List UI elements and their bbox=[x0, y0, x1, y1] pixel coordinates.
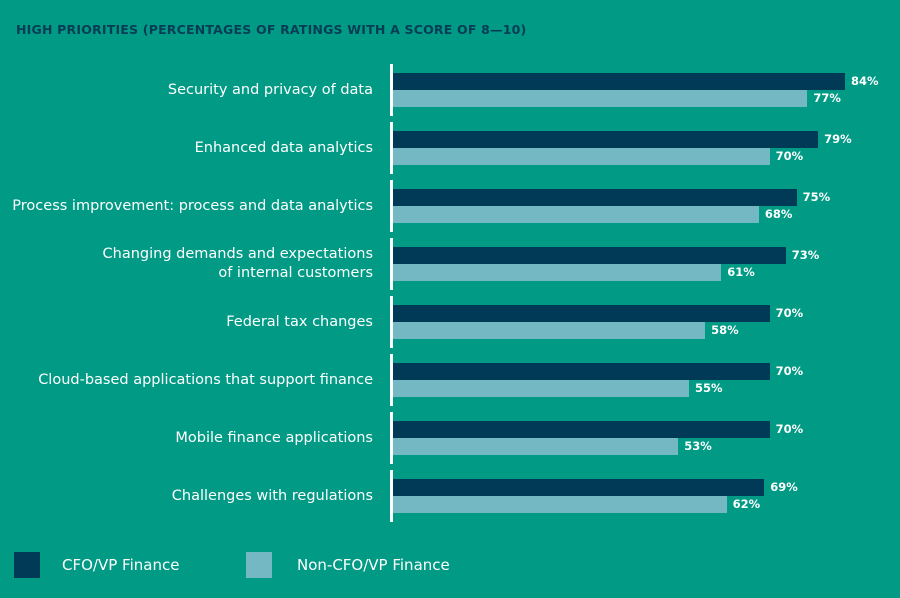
category-label: Security and privacy of data bbox=[167, 81, 373, 98]
data-label: 79% bbox=[824, 132, 852, 146]
data-label: 84% bbox=[851, 74, 879, 88]
category-label: Changing demands and expectations of inte… bbox=[102, 246, 373, 281]
axis-segment bbox=[390, 354, 393, 406]
data-label: 62% bbox=[732, 497, 761, 511]
category-label: Cloud-based applications that support fi… bbox=[38, 371, 373, 388]
axis-segment bbox=[390, 64, 393, 116]
bar-cfo bbox=[393, 73, 845, 90]
bar-cfo bbox=[393, 363, 770, 380]
category-label: Challenges with regulations bbox=[171, 487, 373, 504]
data-label: 77% bbox=[813, 91, 841, 105]
data-label: 70% bbox=[775, 149, 804, 163]
data-label: 68% bbox=[764, 207, 793, 221]
category-label: Process improvement: process and data an… bbox=[12, 197, 373, 214]
bar-cfo bbox=[393, 305, 770, 322]
axis-segment bbox=[390, 470, 393, 522]
bar-cfo bbox=[393, 479, 765, 496]
axis-segment bbox=[390, 180, 393, 232]
bar-non-cfo bbox=[393, 322, 706, 339]
data-label: 75% bbox=[802, 190, 831, 204]
legend-label: CFO/VP Finance bbox=[62, 556, 180, 574]
bar-cfo bbox=[393, 189, 797, 206]
axis-segment bbox=[390, 296, 393, 348]
bar-non-cfo bbox=[393, 148, 770, 165]
axis-segment bbox=[390, 122, 393, 174]
data-label: 53% bbox=[684, 439, 712, 453]
bar-cfo bbox=[393, 247, 786, 264]
legend-swatch bbox=[246, 552, 272, 578]
bar-non-cfo bbox=[393, 90, 808, 107]
data-label: 73% bbox=[791, 248, 820, 262]
category-label: Mobile finance applications bbox=[175, 429, 373, 446]
data-label: 70% bbox=[775, 422, 804, 436]
axis-segment bbox=[390, 238, 393, 290]
legend-swatch bbox=[14, 552, 40, 578]
bar-non-cfo bbox=[393, 264, 722, 281]
legend-label: Non-CFO/VP Finance bbox=[297, 556, 450, 574]
bar-non-cfo bbox=[393, 380, 689, 397]
category-label: Enhanced data analytics bbox=[194, 139, 373, 156]
data-label: 69% bbox=[770, 480, 798, 494]
bar-cfo bbox=[393, 421, 770, 438]
data-label: 55% bbox=[694, 381, 723, 395]
data-label: 70% bbox=[775, 306, 804, 320]
data-label: 58% bbox=[711, 323, 739, 337]
bar-cfo bbox=[393, 131, 819, 148]
category-label: Federal tax changes bbox=[226, 313, 373, 330]
data-label: 70% bbox=[775, 364, 804, 378]
bar-non-cfo bbox=[393, 438, 679, 455]
bar-non-cfo bbox=[393, 496, 727, 513]
bar-non-cfo bbox=[393, 206, 759, 223]
chart-title: HIGH PRIORITIES (PERCENTAGES OF RATINGS … bbox=[16, 22, 527, 37]
axis-segment bbox=[390, 412, 393, 464]
data-label: 61% bbox=[727, 265, 755, 279]
